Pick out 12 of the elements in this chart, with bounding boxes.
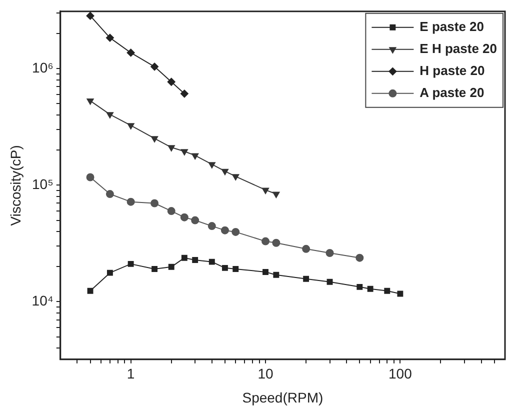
x-axis-title: Speed(RPM) [242, 389, 324, 406]
legend-label: A paste 20 [420, 84, 484, 100]
legend-label: H paste 20 [420, 62, 485, 78]
legend-label: E H paste 20 [420, 40, 498, 56]
y-tick-label: 10⁵ [32, 176, 54, 192]
y-tick-label: 10⁴ [32, 292, 54, 309]
x-tick-label: 100 [388, 366, 412, 382]
y-axis-title: Viscosity(cP) [7, 145, 24, 226]
y-tick-label: 10⁶ [32, 60, 54, 76]
legend-label: E paste 20 [420, 18, 484, 34]
x-tick-label: 1 [126, 366, 135, 382]
x-tick-label: 10 [258, 366, 274, 382]
